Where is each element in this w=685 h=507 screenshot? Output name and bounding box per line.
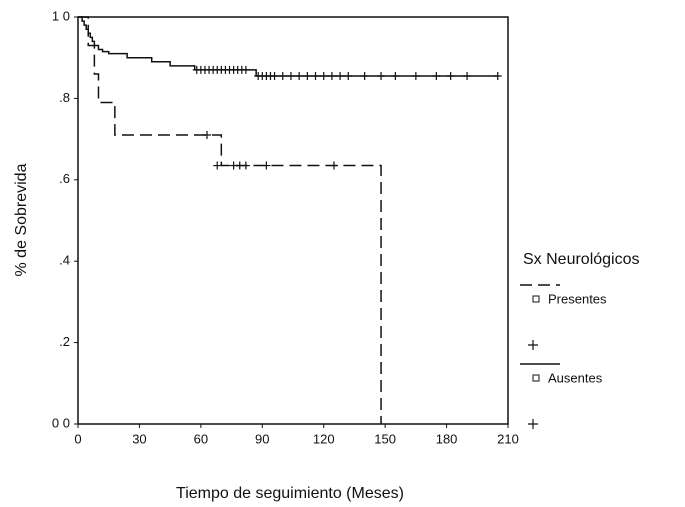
x-tick-label: 90 bbox=[255, 431, 269, 446]
y-tick-label: .4 bbox=[59, 253, 70, 268]
censor-mark bbox=[327, 72, 336, 81]
legend-square bbox=[532, 295, 540, 303]
legend-censor bbox=[528, 340, 538, 350]
x-tick-label: 210 bbox=[497, 431, 519, 446]
legend-censor bbox=[528, 419, 538, 429]
censor-mark bbox=[336, 72, 345, 81]
plot-frame bbox=[77, 16, 509, 425]
censor-mark bbox=[278, 72, 287, 81]
censor-mark bbox=[432, 72, 441, 81]
x-tick-label: 30 bbox=[132, 431, 146, 446]
censor-mark bbox=[360, 72, 369, 81]
censor-mark bbox=[262, 161, 271, 170]
legend-label: Presentes bbox=[548, 291, 607, 306]
censor-mark bbox=[377, 72, 386, 81]
censor-mark bbox=[303, 72, 312, 81]
censor-mark bbox=[203, 131, 211, 140]
y-tick-label: 0 0 bbox=[52, 415, 70, 430]
x-tick-label: 0 bbox=[74, 431, 81, 446]
legend-square bbox=[532, 374, 540, 382]
censor-mark bbox=[344, 72, 353, 81]
censor-mark bbox=[311, 72, 320, 81]
censor-mark bbox=[329, 161, 338, 170]
censor-mark bbox=[295, 72, 304, 81]
censor-mark bbox=[411, 72, 420, 81]
censor-mark bbox=[241, 65, 250, 74]
censor-mark bbox=[286, 72, 295, 81]
legend-title: Sx Neurológicos bbox=[523, 251, 640, 268]
y-tick-label: 1 0 bbox=[52, 8, 70, 23]
y-tick-label: .2 bbox=[59, 334, 70, 349]
x-tick-label: 60 bbox=[194, 431, 208, 446]
censor-mark bbox=[493, 72, 502, 81]
censor-mark bbox=[463, 72, 472, 81]
censor-mark bbox=[241, 161, 250, 170]
censor-mark bbox=[446, 72, 455, 81]
survival-line bbox=[78, 16, 382, 424]
x-tick-label: 180 bbox=[436, 431, 458, 446]
y-tick-label: .8 bbox=[59, 90, 70, 105]
censor-mark bbox=[270, 72, 279, 81]
x-tick-label: 150 bbox=[374, 431, 396, 446]
censor-mark bbox=[319, 72, 328, 81]
y-axis-label: % de Sobrevida bbox=[13, 163, 30, 276]
x-axis-label: Tiempo de seguimiento (Meses) bbox=[176, 485, 404, 502]
censor-mark bbox=[213, 161, 222, 170]
censor-mark bbox=[391, 72, 400, 81]
x-tick-label: 120 bbox=[313, 431, 335, 446]
y-tick-label: .6 bbox=[59, 171, 70, 186]
survival-line bbox=[78, 16, 498, 77]
legend-label: Ausentes bbox=[548, 370, 603, 385]
